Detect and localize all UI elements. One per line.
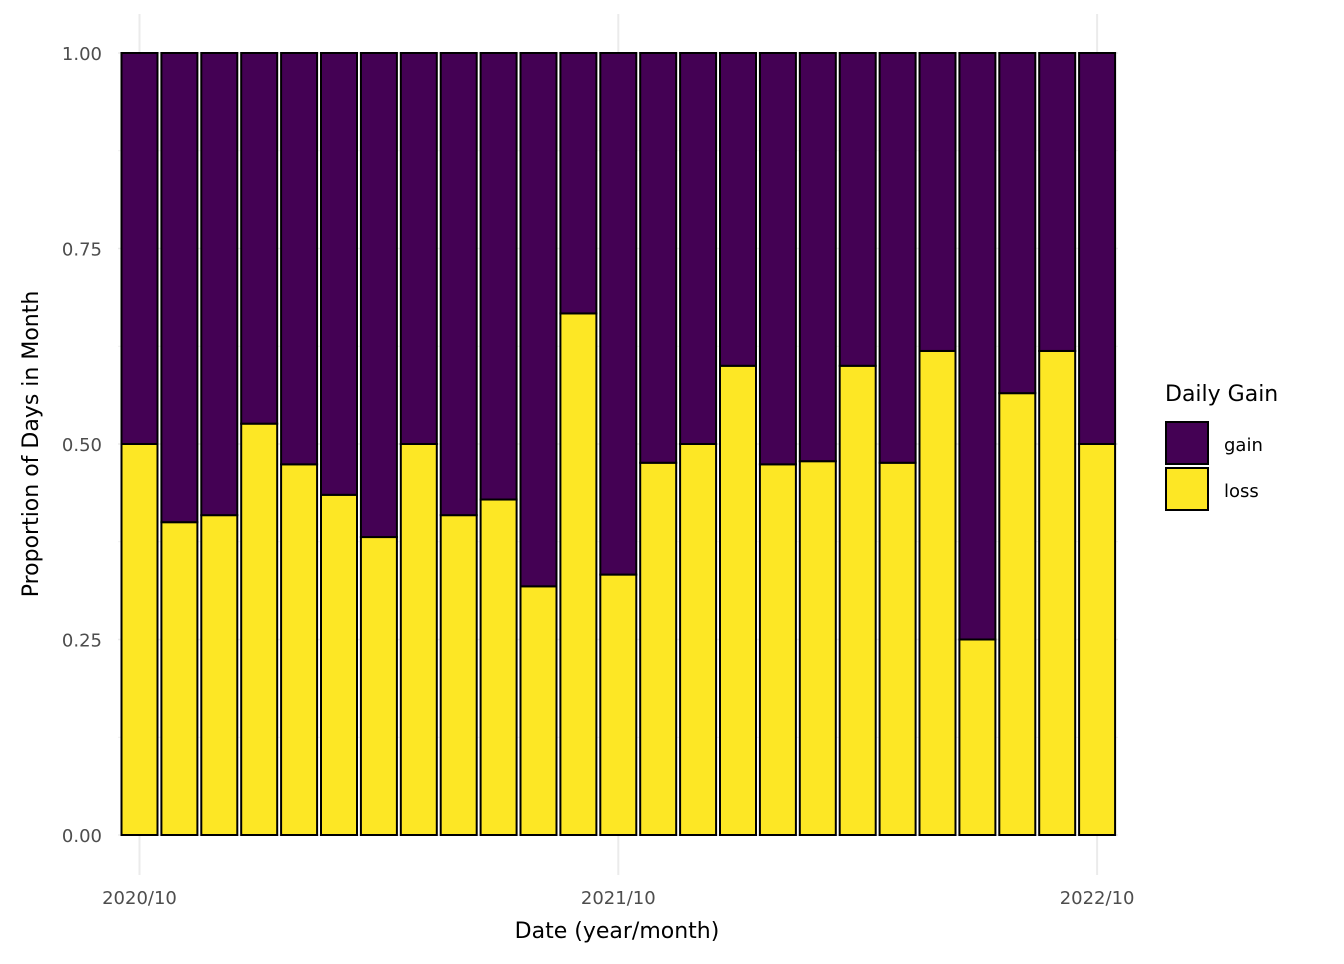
bar-loss-2022-04 [838,364,877,836]
y-tick-label: 0.50 [62,435,102,456]
bar-loss-2021-06 [439,514,478,836]
x-tick-label: 2020/10 [102,888,177,909]
bar-gain-2021-02 [280,52,319,466]
bar-gain-2022-02 [758,52,797,466]
y-axis-ticks: 0.00 0.25 0.50 0.75 1.00 [62,44,102,847]
bar-gain-2022-04 [838,52,877,367]
bar-loss-2022-03 [798,460,837,836]
legend-label-loss: loss [1224,481,1259,502]
bar-gain-2022-06 [918,52,957,352]
bar-loss-2022-05 [878,461,917,836]
x-axis-title: Date (year/month) [515,919,720,944]
y-tick-label: 0.25 [62,631,102,652]
bar-loss-2021-08 [519,585,558,836]
y-axis-title: Proportion of Days in Month [19,291,44,598]
y-tick-label: 0.75 [62,240,102,261]
bar-loss-2021-12 [679,443,718,836]
bar-gain-2021-12 [679,52,718,445]
bar-loss-2021-09 [559,312,598,836]
bar-gain-2021-06 [439,52,478,517]
legend-title: Daily Gain [1165,382,1278,407]
bar-gain-2020-12 [200,52,239,517]
bar-loss-2022-07 [958,638,997,836]
y-tick-label: 1.00 [62,44,102,65]
bar-gain-2022-03 [798,52,837,463]
bar-gain-2022-09 [1038,52,1077,352]
bar-loss-2020-12 [200,514,239,836]
bar-loss-2021-04 [359,536,398,836]
bar-loss-2021-02 [280,463,319,836]
bar-gain-2021-10 [599,52,638,576]
bar-loss-2021-07 [479,498,518,836]
bar-loss-2022-09 [1038,349,1077,836]
bar-loss-2022-02 [758,463,797,836]
bar-gain-2021-07 [479,52,518,501]
bar-gain-2021-03 [320,52,358,496]
bar-gain-2022-10 [1078,52,1117,445]
x-axis-ticks: 2020/10 2021/10 2022/10 [102,888,1134,909]
bar-gain-2021-05 [399,52,438,445]
bar-loss-2021-03 [320,493,358,836]
bar-loss-2020-10 [120,443,159,836]
bar-gain-2020-11 [160,52,199,524]
legend-label-gain: gain [1224,435,1263,456]
bar-gain-2022-08 [998,52,1037,395]
bar-loss-2022-01 [719,364,757,836]
bar-gain-2020-10 [120,52,159,445]
legend-key-gain [1165,421,1209,465]
legend: Daily Gain gain loss [1165,382,1278,511]
bar-loss-2020-11 [160,521,199,836]
y-tick-label: 0.00 [62,826,102,847]
bar-loss-2021-01 [240,422,279,836]
bar-gain-2021-04 [359,52,398,539]
bars [120,52,1117,836]
bar-loss-2022-10 [1078,443,1117,836]
bar-loss-2022-06 [918,349,957,836]
bar-gain-2022-07 [958,52,997,641]
bar-loss-2021-05 [399,443,438,836]
bar-loss-2021-11 [639,461,678,836]
bar-gain-2021-08 [519,52,558,588]
x-tick-label: 2022/10 [1060,888,1135,909]
bar-gain-2021-01 [240,52,279,425]
bar-gain-2022-05 [878,52,917,464]
legend-key-loss [1165,467,1209,511]
bar-loss-2022-08 [998,392,1037,836]
x-tick-label: 2021/10 [581,888,656,909]
bar-loss-2021-10 [599,573,638,836]
bar-gain-2021-11 [639,52,678,464]
bar-gain-2021-09 [559,52,598,315]
bar-gain-2022-01 [719,52,757,367]
